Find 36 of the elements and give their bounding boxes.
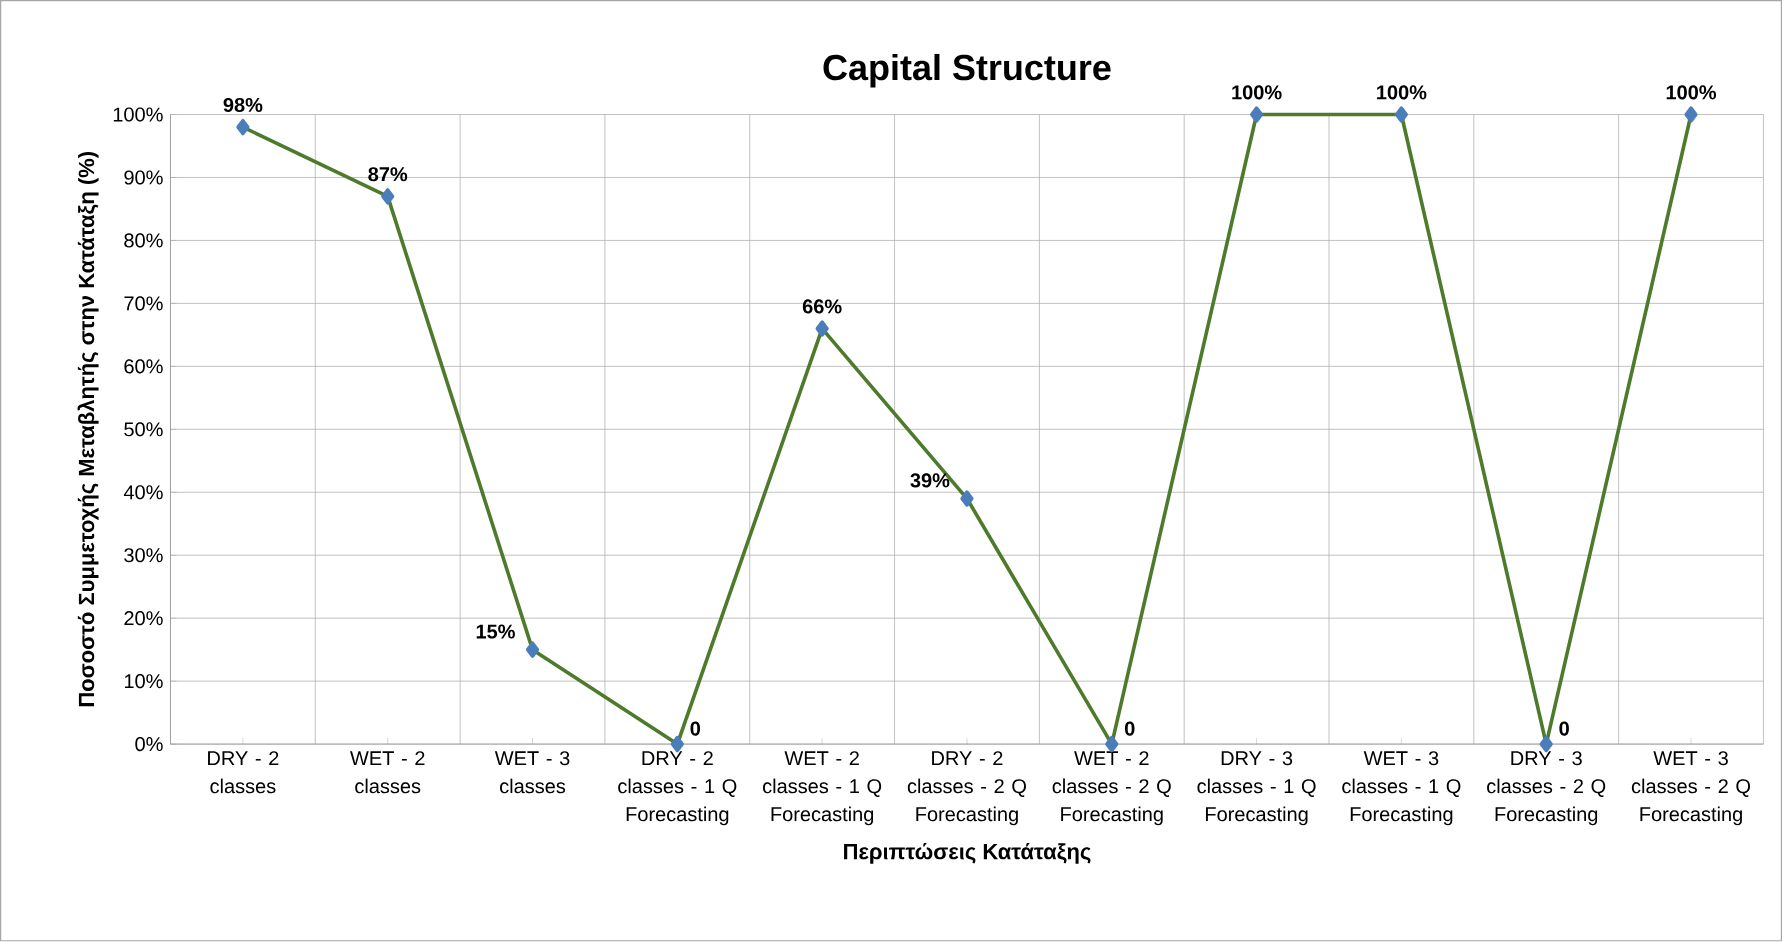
x-tick-label: DRY - 2 classes [208,751,279,794]
x-tick-label: WET - 3 classes [494,751,570,794]
x-tick-label: DRY - 2 classes - 2 Q Forecasting [907,751,1026,826]
data-label: 0 [690,721,701,736]
x-tick-label: WET - 2 classes - 1 Q Forecasting [763,751,882,826]
data-label: 0 [1559,721,1569,736]
data-label: 87% [368,167,408,182]
data-label: 15% [476,624,515,639]
data-label: 0 [1124,721,1135,736]
x-tick-label: DRY - 3 classes - 1 Q Forecasting [1197,751,1316,826]
x-tick-label: DRY - 2 classes - 1 Q Forecasting [618,751,737,826]
y-tick-label: 0% [135,737,163,752]
y-tick-label: 10% [124,674,163,689]
y-tick-label: 70% [124,296,163,311]
y-axis-title: Ποσοστό Συμμετοχής Μεταβλητής στην Κατάταξη (%) [77,152,99,707]
data-label: 100% [1666,85,1717,100]
y-tick-label: 50% [124,422,163,437]
data-label: 100% [1377,85,1427,100]
x-tick-label: WET - 3 classes - 1 Q Forecasting [1342,751,1461,826]
data-label: 100% [1232,85,1282,100]
data-label: 66% [802,299,842,314]
y-tick-label: 60% [124,359,163,374]
y-tick-label: 40% [123,485,163,500]
x-tick-label: WET - 3 classes - 2 Q Forecasting [1631,751,1751,826]
data-label: 39% [910,473,950,488]
y-tick-label: 90% [124,170,163,185]
x-tick-label: WET - 2 classes [350,751,425,794]
y-tick-label: 80% [124,233,163,248]
x-tick-label: WET - 2 classes - 2 Q Forecasting [1052,751,1171,826]
chart-title: Capital Structure [823,54,1111,88]
x-tick-label: DRY - 3 classes - 2 Q Forecasting [1487,751,1606,826]
y-tick-label: 20% [124,611,163,626]
y-tick-label: 30% [124,548,163,563]
x-axis-title: Περιπτώσεις Κατάταξης [844,843,1091,864]
y-tick-label: 100% [113,107,163,122]
data-label: 98% [223,98,263,113]
